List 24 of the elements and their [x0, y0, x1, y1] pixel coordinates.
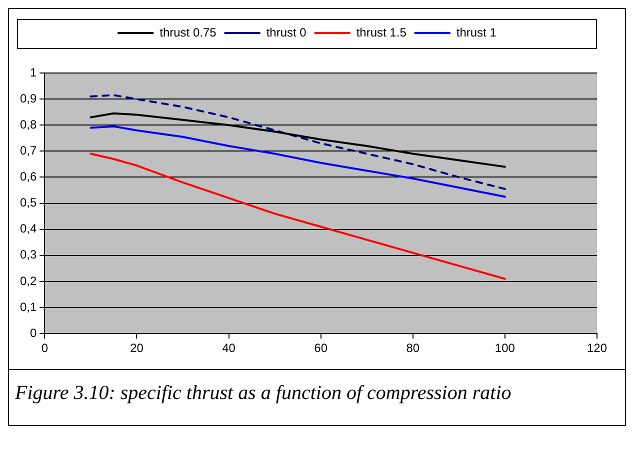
- caption: Figure 3.10: specific thrust as a function of compression ratio: [15, 382, 512, 405]
- y-tick-label: 0,6: [20, 170, 37, 184]
- y-tick-label: 0,8: [20, 117, 37, 132]
- x-tick-label: 120: [586, 341, 608, 356]
- legend-label: thrust 0: [266, 25, 307, 40]
- y-tick-label: 0: [30, 326, 37, 340]
- y-tick-label: 0,2: [20, 274, 37, 288]
- line-series: [90, 94, 506, 190]
- y-tick-label: 0,1: [20, 300, 37, 314]
- legend-label: thrust 1: [456, 25, 497, 40]
- y-tick-label: 0,7: [20, 143, 37, 158]
- x-tick-label: 20: [130, 341, 144, 356]
- y-tick-label: 0,4: [20, 222, 37, 236]
- y-tick-label: 1: [30, 65, 37, 80]
- y-tick-label: 0,3: [20, 248, 37, 262]
- x-tick-label: 100: [494, 341, 516, 356]
- x-tick-label: 40: [222, 341, 236, 356]
- y-tick-label: 0,9: [20, 91, 37, 106]
- legend-label: thrust 0.75: [160, 25, 217, 40]
- x-tick-label: 60: [314, 341, 328, 356]
- x-tick-label: 0: [41, 341, 48, 356]
- x-tick-label: 80: [406, 341, 420, 356]
- legend-label: thrust 1.5: [356, 25, 407, 40]
- y-tick-label: 0,5: [20, 196, 37, 210]
